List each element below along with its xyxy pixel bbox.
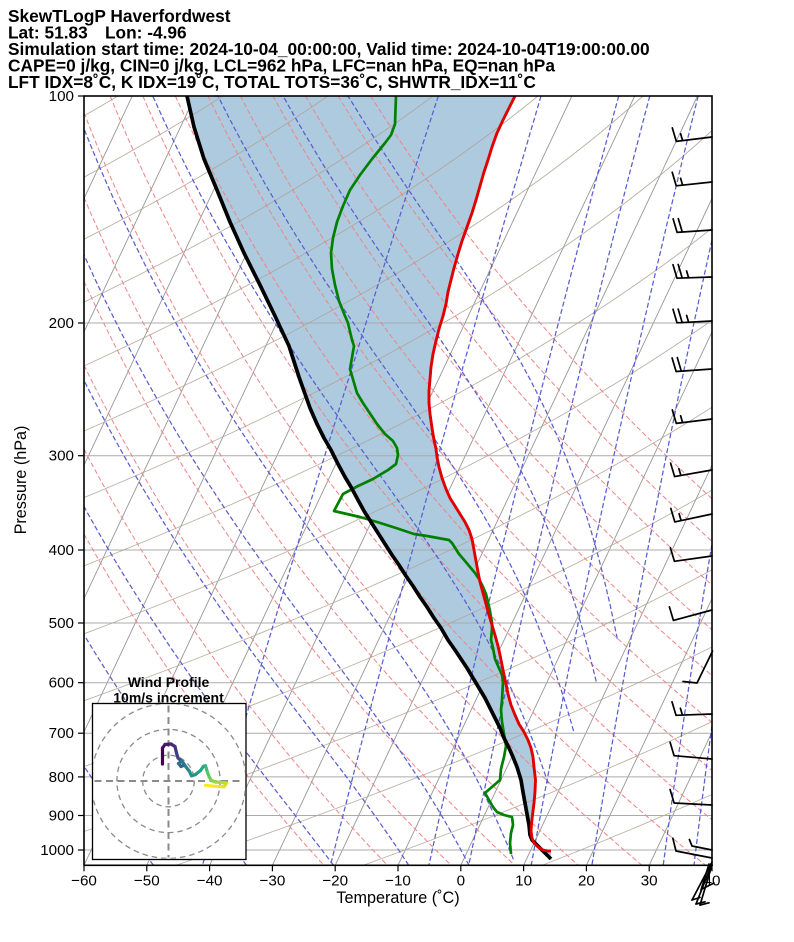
svg-text:10m/s increment: 10m/s increment [113, 690, 224, 706]
svg-text:−60: −60 [71, 872, 97, 889]
svg-text:700: 700 [49, 725, 74, 742]
svg-text:LFT IDX=8˚C, K IDX=19˚C, TOTAL: LFT IDX=8˚C, K IDX=19˚C, TOTAL TOTS=36˚C… [8, 72, 536, 92]
svg-text:800: 800 [49, 769, 74, 786]
svg-text:CAPE=0 j/kg, CIN=0 j/kg, LCL=9: CAPE=0 j/kg, CIN=0 j/kg, LCL=962 hPa, LF… [8, 55, 555, 75]
svg-text:−40: −40 [197, 872, 223, 889]
svg-text:500: 500 [49, 615, 74, 632]
svg-text:Simulation start time: 2024-10: Simulation start time: 2024-10-04_00:00:… [8, 39, 650, 59]
svg-text:Lat: 51.83 Lon: -4.96: Lat: 51.83 Lon: -4.96 [8, 22, 187, 42]
svg-text:Wind Profile: Wind Profile [128, 674, 210, 690]
svg-text:100: 100 [49, 88, 74, 105]
svg-text:−10: −10 [385, 872, 411, 889]
svg-text:900: 900 [49, 808, 74, 825]
svg-text:Temperature (˚C): Temperature (˚C) [336, 889, 459, 907]
svg-text:−30: −30 [260, 872, 286, 889]
svg-text:200: 200 [49, 315, 74, 332]
svg-text:400: 400 [49, 542, 74, 559]
svg-text:0: 0 [457, 872, 465, 889]
svg-text:Pressure (hPa): Pressure (hPa) [12, 426, 30, 535]
svg-text:1000: 1000 [40, 842, 74, 859]
svg-text:600: 600 [49, 675, 74, 692]
svg-text:SkewTLogP Haverfordwest: SkewTLogP Haverfordwest [8, 6, 231, 26]
svg-text:−20: −20 [322, 872, 348, 889]
svg-text:10: 10 [515, 872, 532, 889]
svg-text:300: 300 [49, 448, 74, 465]
svg-text:20: 20 [578, 872, 595, 889]
svg-text:30: 30 [641, 872, 658, 889]
svg-text:−50: −50 [134, 872, 160, 889]
